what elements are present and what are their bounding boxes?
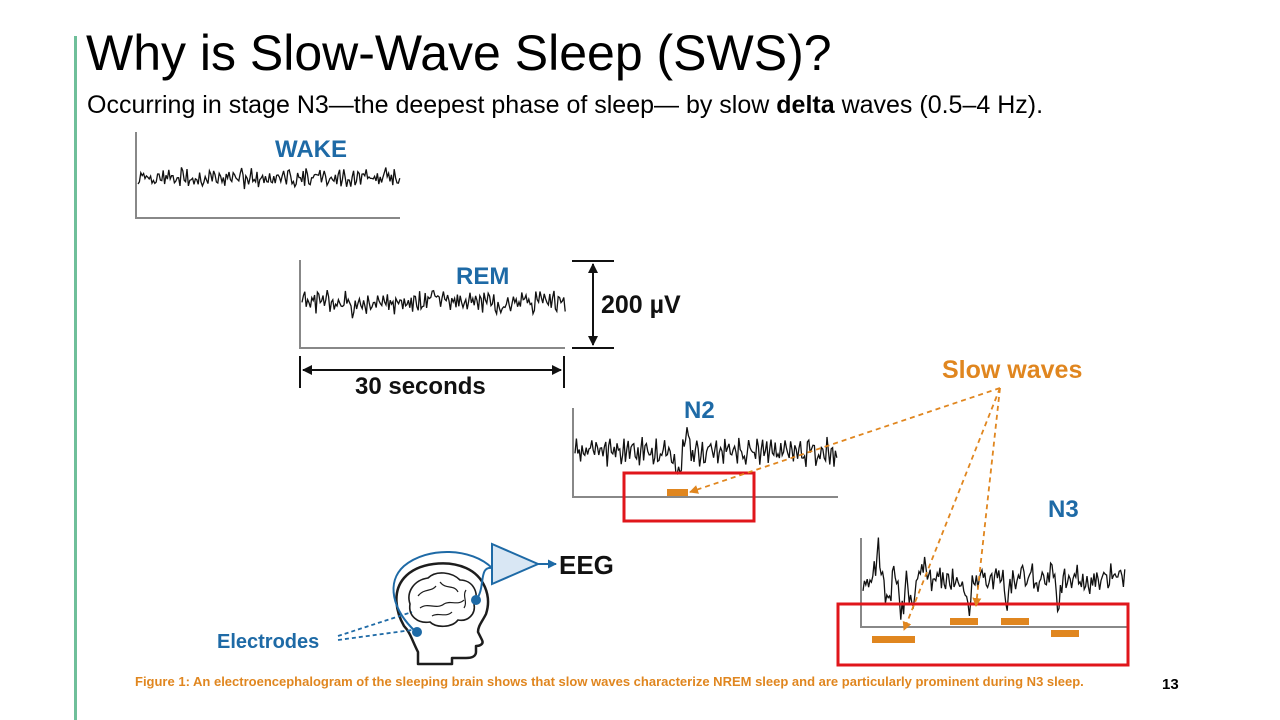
n3-slow-wave-marker-2 [950, 618, 978, 625]
eeg-label: EEG [559, 550, 614, 580]
n2-slow-wave-marker [667, 489, 688, 496]
n3-highlight-box [836, 602, 1130, 667]
slide-subtitle: Occurring in stage N3—the deepest phase … [87, 88, 1043, 122]
amplitude-scale: 200 µV [572, 260, 681, 349]
rem-axis [299, 260, 565, 349]
brain-folds [417, 581, 467, 617]
subtitle-text-end: waves (0.5–4 Hz). [834, 91, 1044, 119]
amplifier-icon [491, 542, 541, 586]
n3-slow-wave-marker-1 [872, 636, 915, 643]
slow-waves-label: Slow waves [942, 356, 1082, 384]
n3-eeg-trace [862, 537, 1126, 620]
electrode-front [412, 627, 422, 637]
rem-label: REM [456, 263, 509, 290]
n3-slow-wave-marker-3 [1001, 618, 1029, 625]
electrode-wire-front [392, 550, 493, 633]
subtitle-text-start: Occurring in stage N3—the deepest phase … [87, 91, 777, 119]
n3-slow-wave-marker-4 [1051, 630, 1079, 637]
n2-label: N2 [684, 397, 715, 424]
slide-title: Why is Slow-Wave Sleep (SWS)? [86, 25, 832, 81]
brain-icon [408, 572, 477, 628]
amplitude-label: 200 µV [601, 291, 681, 319]
accent-bar [74, 36, 77, 720]
slow-wave-pointer-n3-2 [972, 387, 1001, 607]
rem-eeg-trace [301, 289, 566, 319]
n2-highlight-box [622, 471, 756, 523]
subtitle-delta: delta [776, 91, 835, 119]
n3-label: N3 [1048, 496, 1079, 523]
electrode-top [471, 595, 481, 605]
rem-panel: REM [299, 260, 566, 349]
electrodes-label: Electrodes [217, 631, 319, 653]
electrodes-pointer-1 [337, 611, 413, 637]
n2-axis [572, 408, 838, 498]
eeg-setup: EEG Electrodes [217, 542, 614, 666]
slow-wave-pointer-n2 [689, 387, 1001, 494]
electrodes-pointer-2 [337, 629, 413, 641]
wake-label: WAKE [275, 136, 347, 163]
wake-panel: WAKE [135, 132, 401, 219]
slow-waves-callout: Slow waves [689, 356, 1082, 631]
figure-caption: Figure 1: An electroencephalogram of the… [135, 674, 1084, 689]
n3-axis [860, 538, 1127, 628]
n3-panel: N3 [836, 496, 1130, 667]
wake-eeg-trace [137, 167, 401, 190]
n2-panel: N2 [572, 397, 838, 523]
n2-eeg-trace [574, 427, 838, 475]
wake-axis [135, 132, 400, 219]
duration-label: 30 seconds [355, 373, 486, 400]
duration-scale: 30 seconds [299, 356, 565, 400]
slow-wave-pointer-n3-1 [902, 387, 1001, 631]
page-number: 13 [1162, 676, 1179, 693]
